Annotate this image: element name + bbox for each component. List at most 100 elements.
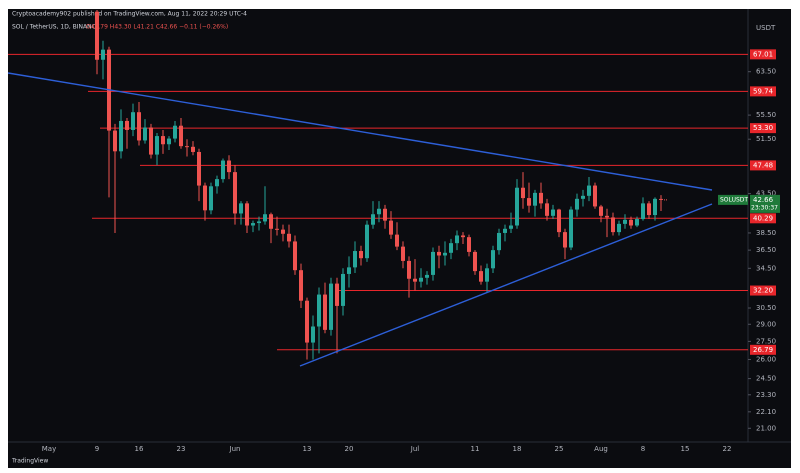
candle-body [335,283,339,306]
candle-body [209,186,213,211]
footer-brand: TradingView [11,458,48,465]
y-tick-label: 63.50 [756,68,776,76]
y-tick-label: 55.50 [756,111,776,119]
level-label-box [750,213,776,224]
x-tick-label: 18 [513,445,522,453]
candle-body [581,195,585,199]
level-label-box [750,344,776,355]
candle-body [395,234,399,247]
publisher: Cryptoacademy902 published on TradingVie… [12,11,247,18]
candle-body [215,179,219,187]
candle-body [329,283,333,330]
candle-body [137,112,141,141]
x-tick-label: 16 [135,445,144,453]
candle-body [317,294,321,327]
y-tick-label: 24.50 [756,375,776,383]
x-tick-label: May [42,445,56,453]
level-label: 26.79 [753,346,773,354]
x-tick-label: 22 [723,445,732,453]
candle-body [341,273,345,306]
candle-body [545,203,549,216]
ticker-box [718,194,748,205]
candle-body [203,185,207,211]
candle-body [305,300,309,343]
level-label-box [750,49,776,60]
y-tick-label: 23.30 [756,391,776,399]
candle-body [563,232,567,248]
ticker-label: SOLUSDT [720,196,748,203]
candle-body [635,219,639,226]
candle-body [473,251,477,272]
candle-body [245,203,249,226]
x-tick-label: 13 [303,445,312,453]
candle-body [377,208,381,215]
x-tick-label: Jul [410,445,420,453]
ohlc-readout: O42.79 H43.30 L41.21 C42.66 −0.11 (−0.26… [86,24,228,31]
candle-body [491,250,495,269]
symbol: SOL / TetherUS, 1D, BINANCE [12,24,100,31]
candle-body [191,146,195,152]
level-label-box [750,123,776,134]
candle-body [269,214,273,229]
candle-body [365,224,369,259]
candle-body [221,160,225,180]
candle-body [527,198,531,206]
candle-body [461,235,465,238]
y-tick-label: 22.10 [756,408,776,416]
candle-body [443,252,447,256]
candle-body [419,277,423,282]
trend-line [8,72,713,191]
candle-body [227,160,231,173]
candle-body [311,326,315,343]
axis: 63.50 55.50 51.50 43.50 38.50 36.50 34.50 30.50… [42,49,780,453]
candle-body [131,112,135,130]
candle-body [557,209,561,233]
candle-body [119,120,123,152]
candle-body [455,235,459,244]
level-label-box [750,285,776,296]
candle-body [659,198,663,200]
candle-body [497,232,501,251]
candle-body [467,237,471,252]
x-tick-label: 15 [681,445,690,453]
y-tick-label: 36.50 [756,246,776,254]
y-tick-label: 43.50 [756,190,776,198]
candle-body [587,185,591,196]
y-tick-label: 21.00 [756,424,776,432]
candle-body [287,233,291,242]
level-label: 47.48 [753,161,773,169]
candle-body [113,130,117,152]
candle-body [149,127,153,155]
candle-body [437,251,441,256]
y-tick-label: 34.50 [756,264,776,272]
candle-body [143,127,147,141]
candle-body [125,120,129,130]
candle-body [623,219,627,224]
candle-body [263,214,267,222]
candle-body [407,260,411,279]
x-tick-label: 9 [95,445,99,453]
candle-body [251,223,255,226]
candle-body [605,215,609,218]
candle-body [233,172,237,214]
candles [95,10,663,360]
level-label: 59.74 [753,87,774,95]
x-tick-label: 23 [177,445,186,453]
candle-body [515,187,519,226]
candle-body [281,229,285,234]
candle-body [389,220,393,235]
candle-body [485,268,489,282]
candle-body [299,270,303,301]
candle-body [95,11,99,60]
y-tick-label: 51.50 [756,135,776,143]
y-tick-label: 27.50 [756,337,776,345]
candle-body [449,243,453,253]
candle-body [239,203,243,214]
candle-body [425,274,429,278]
candle-body [173,125,177,139]
candle-body [551,209,555,216]
candle-body [383,208,387,221]
candle-body [401,246,405,261]
countdown: 23:30:37 [751,204,778,211]
